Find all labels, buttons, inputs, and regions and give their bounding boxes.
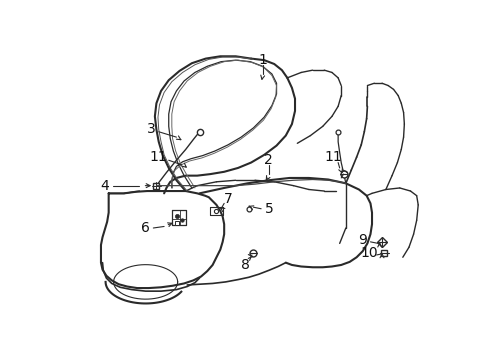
Text: 6: 6 [141,221,150,235]
Text: 8: 8 [241,258,250,272]
Text: 4: 4 [100,179,109,193]
Text: 3: 3 [147,122,155,136]
Text: 10: 10 [360,246,378,260]
Text: 7: 7 [223,192,232,206]
Text: 9: 9 [358,233,367,247]
Text: 2: 2 [265,153,273,167]
Text: 11: 11 [325,150,343,164]
Text: 5: 5 [265,202,273,216]
Text: 1: 1 [258,53,267,67]
Text: 11: 11 [150,150,168,164]
